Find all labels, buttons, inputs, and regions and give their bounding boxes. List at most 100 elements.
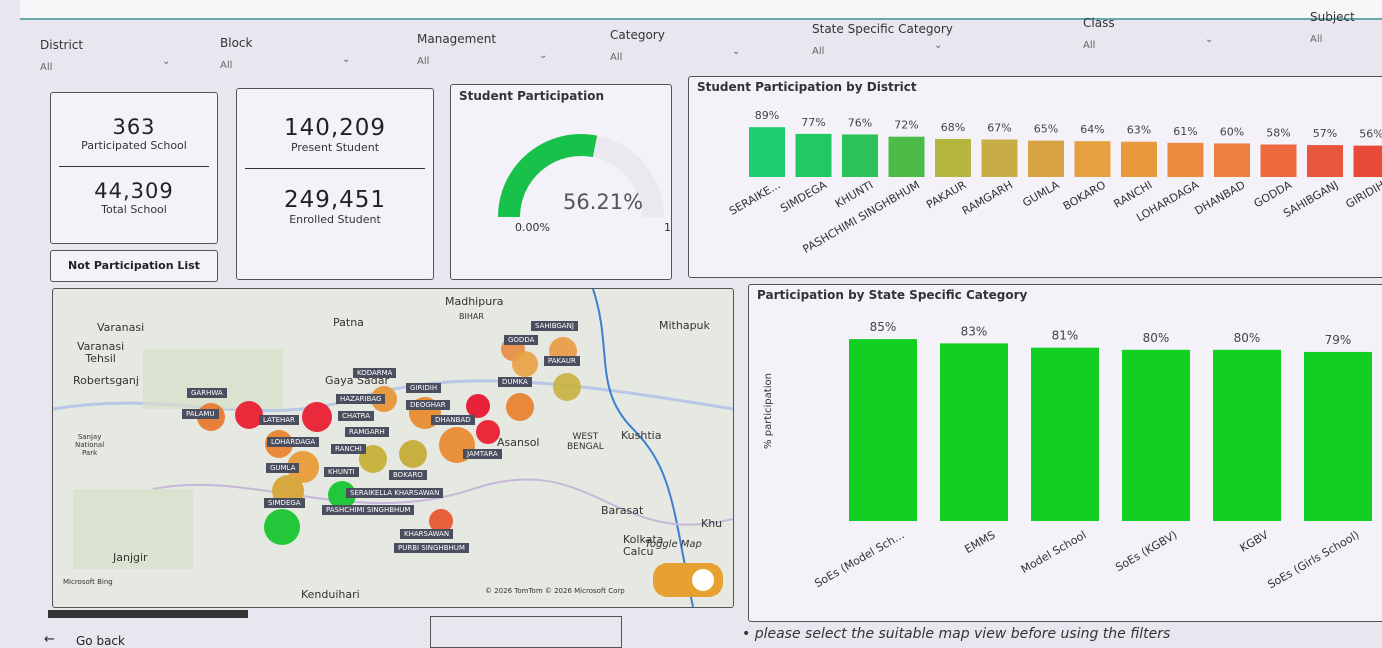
data-label: 85%	[870, 320, 897, 334]
data-label: 72%	[894, 119, 918, 132]
district-tag: JAMTARA	[463, 449, 502, 459]
place-label: Madhipura	[445, 296, 503, 308]
bar	[749, 127, 785, 177]
district-tag: PAKAUR	[544, 356, 580, 366]
bar	[940, 343, 1008, 521]
map[interactable]: Madhipura BIHAR Patna Varanasi Varanasi …	[52, 288, 734, 608]
filter-label: Category	[610, 28, 760, 42]
bar	[889, 137, 925, 177]
place-label: Robertsganj	[73, 375, 139, 387]
gauge-label: 56.21%	[563, 190, 643, 214]
data-label: 64%	[1080, 123, 1104, 136]
filter-label: State Specific Category	[812, 22, 962, 36]
filter-label: Class	[1083, 16, 1233, 30]
place-label: Barasat	[601, 505, 643, 517]
x-tick-label: SoEs (KGBV)	[1113, 528, 1179, 574]
place-label: Asansol	[497, 437, 540, 449]
kpi-label: Enrolled Student	[237, 213, 433, 226]
district-tag: GIRIDIH	[406, 383, 441, 393]
bar	[796, 134, 832, 177]
not-participation-button[interactable]: Not Participation List	[50, 250, 218, 282]
data-label: 61%	[1173, 125, 1197, 138]
kpi-value: 363	[51, 115, 217, 139]
bar	[982, 139, 1018, 177]
district-tag: DUMKA	[498, 377, 532, 387]
map-background	[53, 289, 733, 607]
filter-label: Subject	[1310, 10, 1382, 24]
district-tag: SIMDEGA	[264, 498, 305, 508]
district-chart: Student Participation by District89%SERA…	[689, 77, 1382, 277]
x-tick-label: GIRIDIH	[1344, 178, 1382, 211]
district-tag: LATEHAR	[259, 415, 299, 425]
filter-chevron: ⌄	[539, 50, 547, 61]
place-label: Varanasi	[97, 322, 144, 334]
bar	[1121, 142, 1157, 177]
tab-outline	[430, 616, 622, 648]
place-label: BIHAR	[459, 311, 484, 323]
category-chart: Participation by State Specific Category…	[749, 285, 1382, 621]
bar	[1214, 143, 1250, 177]
district-tag: SERAIKELLA KHARSAWAN	[346, 488, 443, 498]
district-tag: GODDA	[504, 335, 538, 345]
data-label: 80%	[1143, 331, 1170, 345]
place-label: Janjgir	[113, 552, 148, 564]
toggle-map-label[interactable]: Toggle Map	[645, 539, 702, 551]
bar	[1122, 350, 1190, 521]
tab-bar	[48, 610, 248, 618]
district-tag: RAMGARH	[345, 427, 389, 437]
place-label: WEST BENGAL	[567, 432, 604, 452]
bar	[1304, 352, 1372, 521]
map-copyright: © 2026 TomTom © 2026 Microsoft Corp	[485, 585, 625, 597]
data-label: 57%	[1313, 127, 1337, 140]
district-tag: PASHCHIMI SINGHBHUM	[322, 505, 414, 515]
kpi-card: 140,209 Present Student 249,451 Enrolled…	[236, 88, 434, 280]
gauge-tick-label: 100.00%	[664, 221, 671, 234]
x-tick-label: KGBV	[1238, 528, 1271, 555]
place-label: Khu	[701, 518, 722, 530]
bar	[1031, 348, 1099, 521]
bar	[849, 339, 917, 521]
place-label: Sanjay National Park	[75, 433, 104, 457]
data-label: 68%	[941, 121, 965, 134]
data-label: 76%	[848, 116, 872, 129]
district-tag: KHUNTI	[324, 467, 359, 477]
filter-chevron: ⌄	[162, 56, 170, 67]
bar	[842, 134, 878, 177]
go-back-button[interactable]: Go back	[76, 634, 125, 648]
filter-chevron: ⌄	[934, 40, 942, 51]
data-label: 65%	[1034, 123, 1058, 136]
gauge-title: Student Participation	[459, 89, 604, 103]
place-label: Patna	[333, 317, 364, 329]
data-label: 77%	[801, 116, 825, 129]
data-label: 79%	[1325, 333, 1352, 347]
bar	[1354, 146, 1382, 177]
place-label: Kushtia	[621, 430, 661, 442]
data-label: 56%	[1359, 128, 1382, 141]
data-label: 63%	[1127, 124, 1151, 137]
bar	[1261, 145, 1297, 177]
district-tag: RANCHI	[331, 444, 366, 454]
data-label: 67%	[987, 121, 1011, 134]
place-label: Mithapuk	[659, 320, 710, 332]
district-tag: DHANBAD	[431, 415, 475, 425]
back-arrow[interactable]: ←	[44, 632, 55, 647]
x-tick-label: EMMS	[962, 528, 997, 556]
divider	[245, 168, 425, 169]
data-label: 89%	[755, 109, 779, 122]
divider	[59, 166, 209, 167]
x-tick-label: BOKARO	[1061, 178, 1108, 213]
filter-chevron: ⌄	[732, 46, 740, 57]
place-label: Varanasi Tehsil	[77, 341, 124, 365]
filter-value: All	[1310, 34, 1382, 45]
data-label: 58%	[1266, 127, 1290, 140]
district-tag: HAZARIBAG	[336, 394, 385, 404]
